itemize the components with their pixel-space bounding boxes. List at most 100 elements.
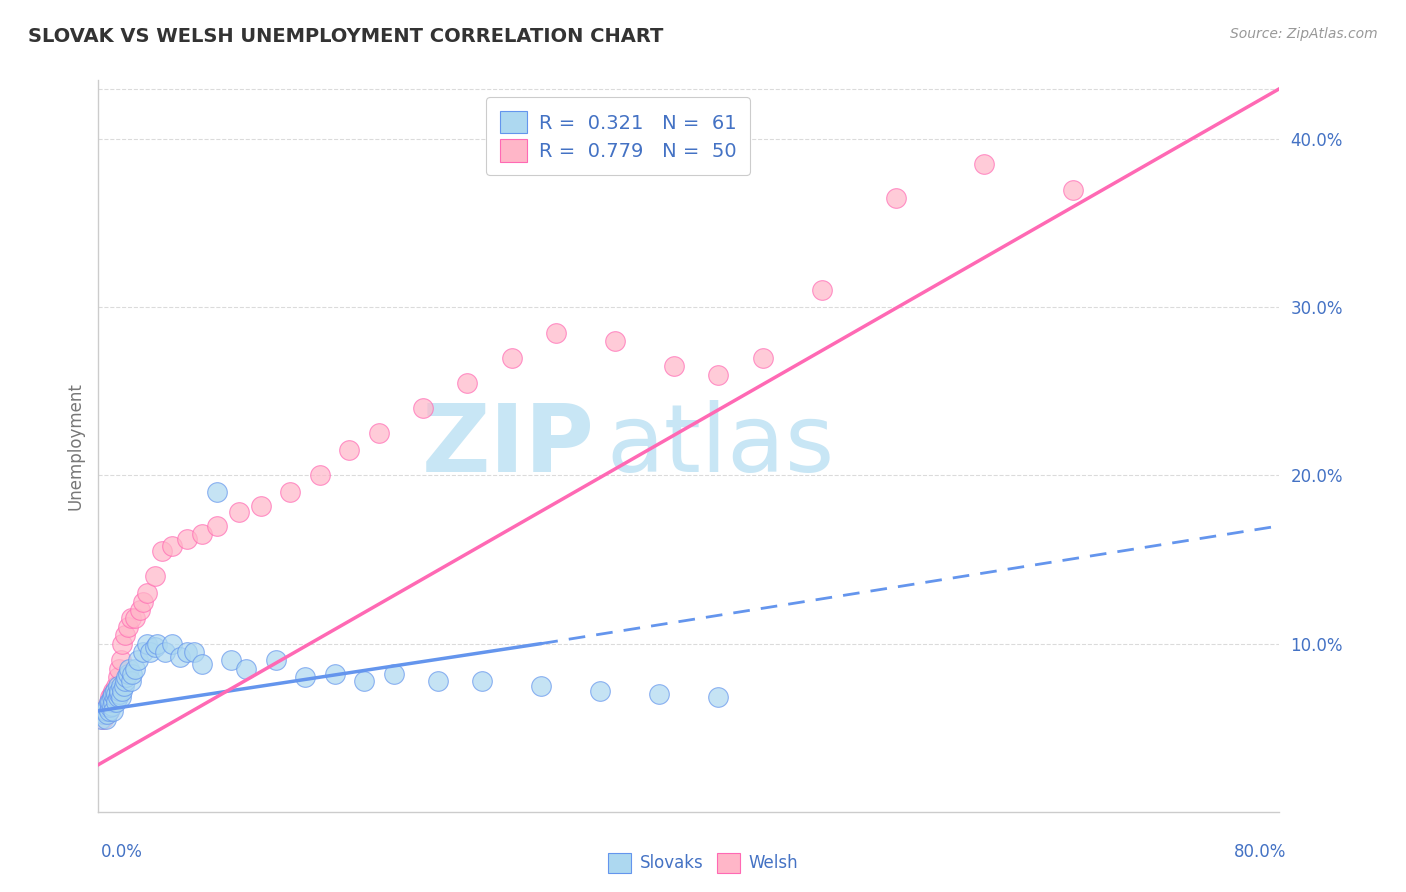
Point [264, 653, 287, 667]
Point [278, 485, 302, 500]
Point [112, 679, 135, 693]
Point [589, 683, 612, 698]
Point [368, 426, 391, 441]
Point [100, 687, 122, 701]
Point [205, 519, 228, 533]
Point [91, 712, 114, 726]
Point [323, 666, 346, 681]
Point [973, 157, 995, 171]
Point [309, 468, 332, 483]
Point [114, 673, 136, 688]
Point [97, 704, 120, 718]
Point [93, 707, 115, 722]
Point [884, 191, 907, 205]
Point [124, 611, 146, 625]
Point [105, 695, 128, 709]
Point [108, 662, 131, 676]
Legend: R =  0.321   N =  61, R =  0.779   N =  50: R = 0.321 N = 61, R = 0.779 N = 50 [486, 97, 749, 176]
Point [94, 704, 117, 718]
Point [103, 687, 125, 701]
Point [128, 603, 150, 617]
Point [98, 690, 121, 705]
Point [97, 695, 120, 709]
Point [132, 645, 155, 659]
Point [205, 485, 228, 500]
Point [169, 650, 191, 665]
Point [104, 690, 127, 705]
Y-axis label: Unemployment: Unemployment [66, 382, 84, 510]
Text: Source: ZipAtlas.com: Source: ZipAtlas.com [1230, 27, 1378, 41]
Point [103, 704, 125, 718]
Point [96, 700, 118, 714]
Point [115, 670, 138, 684]
Point [98, 698, 121, 713]
Point [98, 695, 121, 709]
Point [107, 670, 129, 684]
Point [124, 662, 146, 676]
Point [337, 443, 360, 458]
Point [412, 401, 434, 416]
Point [100, 698, 122, 713]
Point [121, 666, 143, 681]
Point [97, 704, 120, 718]
Point [107, 679, 129, 693]
Point [707, 368, 730, 382]
Point [118, 662, 141, 676]
Point [97, 695, 120, 709]
Point [810, 284, 832, 298]
Point [228, 505, 250, 519]
Point [110, 679, 132, 693]
Point [120, 611, 142, 625]
Point [176, 533, 198, 547]
Point [103, 690, 125, 705]
Point [136, 586, 159, 600]
Point [104, 683, 127, 698]
Text: 80.0%: 80.0% [1234, 843, 1286, 861]
Point [176, 645, 198, 659]
Point [146, 636, 169, 650]
Point [96, 707, 118, 722]
Point [471, 673, 494, 688]
Point [664, 359, 686, 373]
Point [132, 594, 155, 608]
Point [427, 673, 450, 688]
Point [105, 687, 128, 701]
Point [96, 700, 118, 714]
Text: atlas: atlas [606, 400, 835, 492]
Point [648, 687, 671, 701]
Text: 0.0%: 0.0% [101, 843, 143, 861]
Point [183, 645, 205, 659]
Point [501, 351, 523, 365]
Point [100, 690, 122, 705]
Point [94, 704, 117, 718]
Point [530, 679, 553, 693]
Point [143, 569, 166, 583]
Point [94, 712, 117, 726]
Point [117, 620, 139, 634]
Point [104, 683, 127, 698]
Point [235, 662, 257, 676]
Point [707, 690, 730, 705]
Point [751, 351, 773, 365]
Text: ZIP: ZIP [422, 400, 595, 492]
Point [105, 679, 128, 693]
Point [136, 636, 159, 650]
Point [456, 376, 478, 390]
Point [103, 695, 125, 709]
Point [110, 653, 132, 667]
Point [103, 683, 125, 698]
Point [162, 539, 183, 553]
Point [110, 690, 132, 705]
Point [108, 687, 131, 701]
Point [117, 666, 139, 681]
Point [100, 695, 122, 709]
Point [96, 707, 118, 722]
Point [294, 670, 316, 684]
Legend: Slovaks, Welsh: Slovaks, Welsh [602, 847, 804, 880]
Point [143, 640, 166, 654]
Text: SLOVAK VS WELSH UNEMPLOYMENT CORRELATION CHART: SLOVAK VS WELSH UNEMPLOYMENT CORRELATION… [28, 27, 664, 45]
Point [150, 544, 173, 558]
Point [191, 527, 214, 541]
Point [114, 628, 136, 642]
Point [107, 690, 129, 705]
